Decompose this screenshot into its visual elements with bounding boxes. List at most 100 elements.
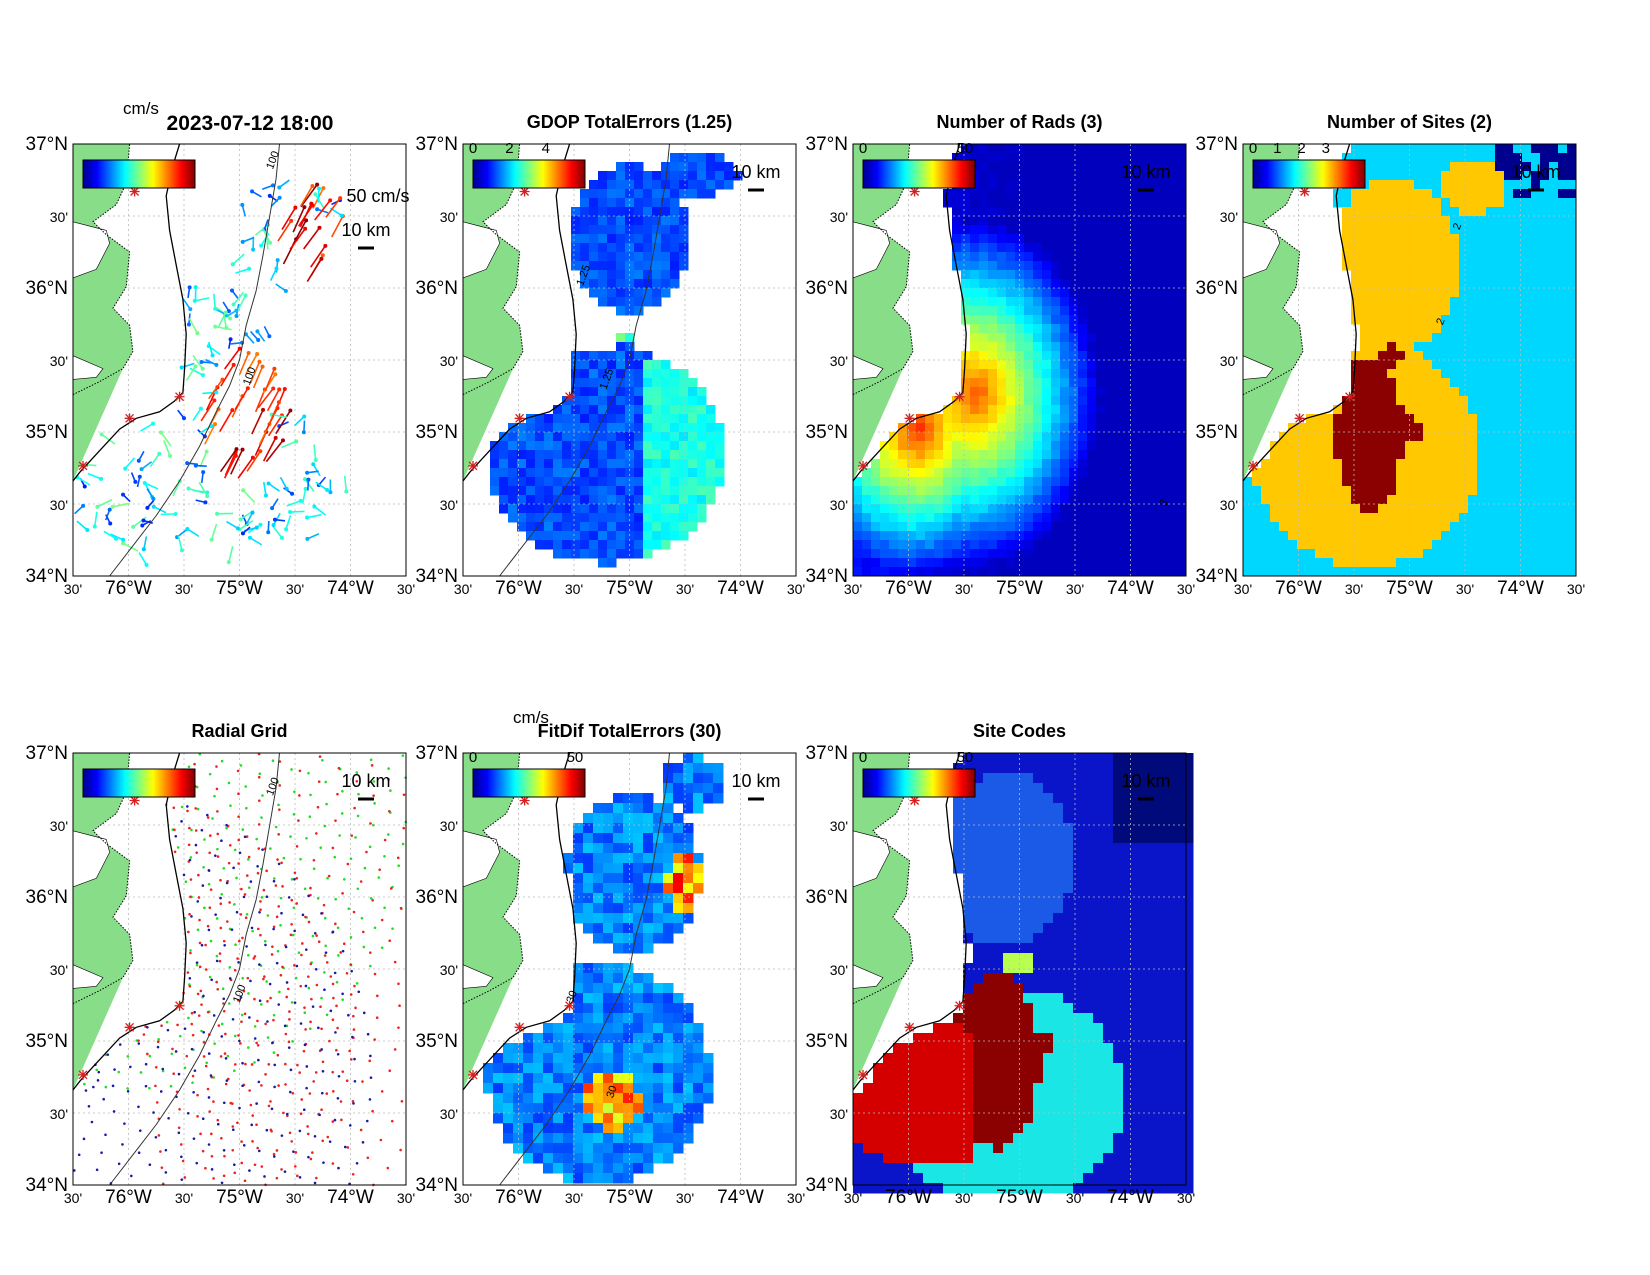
field-cell: [1042, 351, 1052, 361]
field-cell: [1123, 378, 1133, 388]
field-cell: [1450, 162, 1460, 172]
radial-grid-point: [166, 1028, 170, 1032]
radial-grid-point: [237, 939, 241, 943]
field-cell: [880, 459, 890, 469]
field-cell: [1414, 432, 1424, 442]
field-cell: [1069, 378, 1079, 388]
radial-grid-point: [357, 792, 360, 796]
field-cell: [715, 432, 725, 442]
field-cell: [1405, 504, 1415, 514]
field-cell: [1378, 531, 1388, 541]
radial-grid-point: [207, 1096, 211, 1099]
radial-grid-point: [334, 819, 337, 822]
field-cell: [1531, 306, 1541, 316]
current-vector-head: [261, 407, 266, 412]
field-cell: [503, 1063, 514, 1074]
field-cell: [688, 387, 698, 397]
field-cell: [1522, 567, 1532, 577]
field-cell: [1006, 378, 1016, 388]
field-cell: [1450, 297, 1460, 307]
field-cell: [571, 261, 581, 271]
radial-grid-point: [257, 799, 261, 802]
field-cell: [634, 306, 644, 316]
field-cell: [1504, 567, 1514, 577]
field-cell: [1033, 342, 1043, 352]
radial-grid-point: [206, 816, 210, 819]
field-cell: [1060, 252, 1070, 262]
field-cell: [898, 522, 908, 532]
field-cell: [1495, 396, 1505, 406]
field-cell: [1060, 198, 1070, 208]
field-cell: [1441, 225, 1451, 235]
field-cell: [1549, 261, 1559, 271]
field-cell: [970, 477, 980, 487]
field-cell: [979, 216, 989, 226]
current-vector: [210, 523, 218, 540]
field-cell: [1423, 549, 1433, 559]
radial-grid-point: [198, 965, 202, 969]
field-cell: [997, 495, 1007, 505]
radial-grid-point: [359, 880, 363, 883]
radial-grid-point: [185, 1054, 189, 1058]
radial-grid-point: [259, 1003, 263, 1006]
radial-grid-point: [355, 771, 359, 774]
field-cell: [1459, 333, 1469, 343]
field-cell: [1522, 297, 1532, 307]
field-cell: [907, 567, 917, 577]
scale-bar-label: 10 km: [341, 771, 390, 791]
radial-grid-point: [333, 1118, 337, 1122]
field-cell: [1549, 495, 1559, 505]
radial-grid-point: [273, 877, 276, 880]
field-cell: [697, 171, 707, 181]
current-vector: [260, 232, 270, 247]
radial-grid-point: [164, 1171, 168, 1174]
radial-grid-point: [353, 984, 356, 988]
radial-grid-point: [293, 878, 296, 881]
field-cell: [1342, 504, 1352, 514]
field-cell: [1504, 288, 1514, 298]
radial-grid-point: [331, 1162, 335, 1165]
field-cell: [898, 504, 908, 514]
site-marker: [1247, 460, 1258, 471]
field-cell: [1051, 477, 1061, 487]
field-cell: [1141, 513, 1151, 523]
field-cell: [1405, 234, 1415, 244]
radial-grid-point: [139, 1071, 143, 1074]
field-cell: [1423, 531, 1433, 541]
radial-grid-point: [255, 1123, 258, 1127]
field-cell: [979, 450, 989, 460]
field-cell: [1177, 531, 1187, 541]
field-cell: [988, 261, 998, 271]
radial-grid-point: [177, 1072, 181, 1076]
field-cell: [523, 1073, 534, 1084]
field-cell: [1123, 171, 1133, 181]
field-cell: [1378, 567, 1388, 577]
field-cell: [1324, 567, 1334, 577]
field-cell: [625, 504, 635, 514]
radial-grid-point: [246, 976, 250, 980]
field-cell: [961, 369, 971, 379]
field-cell: [1396, 315, 1406, 325]
current-vector: [286, 500, 301, 507]
radial-grid-point: [204, 1166, 207, 1170]
field-cell: [1024, 225, 1034, 235]
field-cell: [1459, 252, 1469, 262]
field-cell: [1441, 441, 1451, 451]
field-cell: [1159, 495, 1169, 505]
field-cell: [1087, 468, 1097, 478]
field-cell: [1159, 171, 1169, 181]
field-cell: [997, 324, 1007, 334]
field-cell: [1042, 270, 1052, 280]
radial-grid-point: [264, 1073, 267, 1076]
radial-grid-point: [336, 792, 339, 796]
radial-grid-point: [351, 1099, 355, 1103]
field-cell: [598, 522, 608, 532]
field-cell: [1168, 315, 1178, 325]
field-cell: [1504, 387, 1514, 397]
field-cell: [1495, 225, 1505, 235]
radial-grid-point: [277, 1084, 280, 1087]
field-cell: [1177, 162, 1187, 172]
field-cell: [1006, 288, 1016, 298]
field-cell: [571, 360, 581, 370]
field-cell: [1006, 360, 1016, 370]
